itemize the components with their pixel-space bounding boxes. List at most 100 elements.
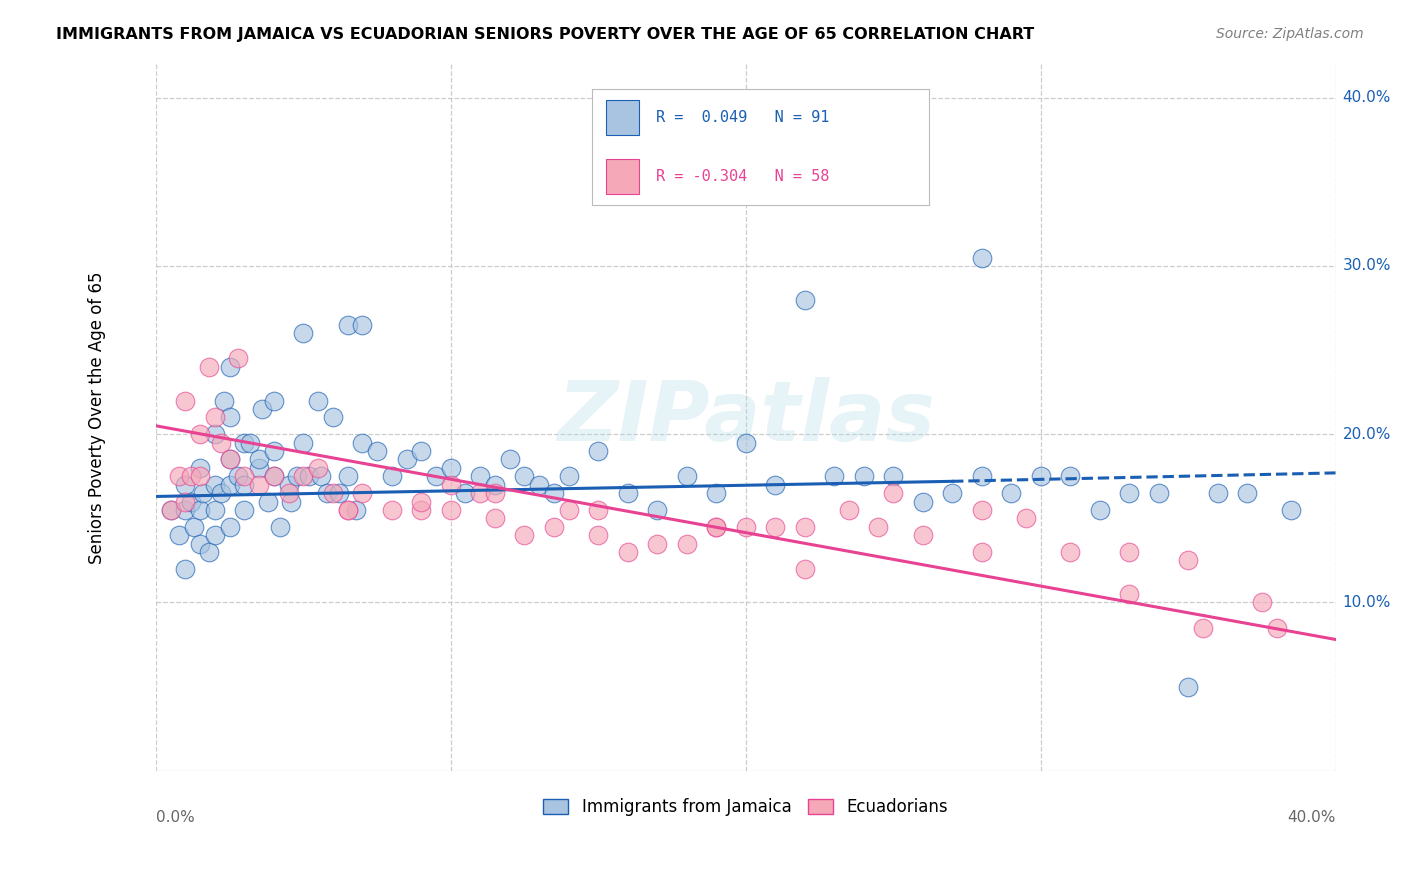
Point xyxy=(204,427,226,442)
Point xyxy=(336,503,359,517)
Point xyxy=(209,435,232,450)
Point xyxy=(543,520,565,534)
Point xyxy=(586,444,609,458)
Text: ZIPatlas: ZIPatlas xyxy=(557,377,935,458)
Point xyxy=(352,435,374,450)
Point xyxy=(204,528,226,542)
Point xyxy=(734,435,756,450)
Point xyxy=(188,536,211,550)
Point xyxy=(734,520,756,534)
Point xyxy=(970,503,993,517)
Point xyxy=(425,469,447,483)
Point xyxy=(513,469,536,483)
Point xyxy=(159,503,181,517)
Point xyxy=(322,486,344,500)
Point xyxy=(228,351,250,366)
Point xyxy=(218,477,240,491)
Legend: Immigrants from Jamaica, Ecuadorians: Immigrants from Jamaica, Ecuadorians xyxy=(537,791,955,822)
Point xyxy=(315,486,337,500)
Point xyxy=(440,477,463,491)
Point xyxy=(1177,680,1199,694)
Point xyxy=(970,251,993,265)
Point xyxy=(1250,595,1272,609)
Point xyxy=(328,486,350,500)
Point xyxy=(198,359,221,374)
Point xyxy=(188,461,211,475)
Point xyxy=(263,444,285,458)
Point xyxy=(395,452,418,467)
Point xyxy=(336,503,359,517)
Point xyxy=(204,410,226,425)
Point xyxy=(292,326,315,341)
Point xyxy=(1118,587,1140,601)
Point xyxy=(188,427,211,442)
Point xyxy=(263,393,285,408)
Point xyxy=(292,435,315,450)
Point xyxy=(198,545,221,559)
Point xyxy=(218,359,240,374)
Point xyxy=(793,562,815,576)
Text: IMMIGRANTS FROM JAMAICA VS ECUADORIAN SENIORS POVERTY OVER THE AGE OF 65 CORRELA: IMMIGRANTS FROM JAMAICA VS ECUADORIAN SE… xyxy=(56,27,1035,42)
Point xyxy=(704,520,727,534)
Point xyxy=(1192,621,1215,635)
Point xyxy=(793,520,815,534)
Point xyxy=(970,545,993,559)
Text: 30.0%: 30.0% xyxy=(1343,259,1391,274)
Point xyxy=(204,477,226,491)
Point xyxy=(1236,486,1258,500)
Point xyxy=(174,562,197,576)
Point xyxy=(233,477,256,491)
Point xyxy=(675,469,697,483)
Point xyxy=(352,318,374,332)
Point xyxy=(381,469,404,483)
Point xyxy=(838,503,860,517)
Text: 0.0%: 0.0% xyxy=(156,810,194,824)
Point xyxy=(180,494,202,508)
Point xyxy=(557,503,579,517)
Point xyxy=(204,503,226,517)
Point xyxy=(484,486,506,500)
Point xyxy=(529,477,551,491)
Point xyxy=(440,461,463,475)
Point xyxy=(704,486,727,500)
Point xyxy=(1059,469,1081,483)
Point xyxy=(543,486,565,500)
Point xyxy=(557,469,579,483)
Point xyxy=(970,469,993,483)
Point xyxy=(159,503,181,517)
Point xyxy=(336,318,359,332)
Point xyxy=(941,486,963,500)
Point xyxy=(586,503,609,517)
Point xyxy=(513,528,536,542)
Point xyxy=(277,486,299,500)
Point xyxy=(169,528,191,542)
Point xyxy=(307,393,329,408)
Point xyxy=(763,477,786,491)
Point xyxy=(191,486,214,500)
Point xyxy=(1029,469,1052,483)
Point xyxy=(1147,486,1170,500)
Point xyxy=(233,469,256,483)
Point xyxy=(174,393,197,408)
Point xyxy=(645,503,668,517)
Point xyxy=(209,486,232,500)
Text: 20.0%: 20.0% xyxy=(1343,426,1391,442)
Text: 10.0%: 10.0% xyxy=(1343,595,1391,610)
Point xyxy=(218,520,240,534)
Point xyxy=(1118,486,1140,500)
Point xyxy=(233,503,256,517)
Point xyxy=(852,469,875,483)
Point xyxy=(257,494,280,508)
Point xyxy=(250,401,273,416)
Point xyxy=(352,486,374,500)
Point xyxy=(180,469,202,483)
Point xyxy=(1206,486,1229,500)
Point xyxy=(307,461,329,475)
Point xyxy=(484,511,506,525)
Point xyxy=(868,520,890,534)
Point xyxy=(287,469,309,483)
Point xyxy=(704,520,727,534)
Point xyxy=(174,503,197,517)
Point xyxy=(1000,486,1022,500)
Point xyxy=(645,536,668,550)
